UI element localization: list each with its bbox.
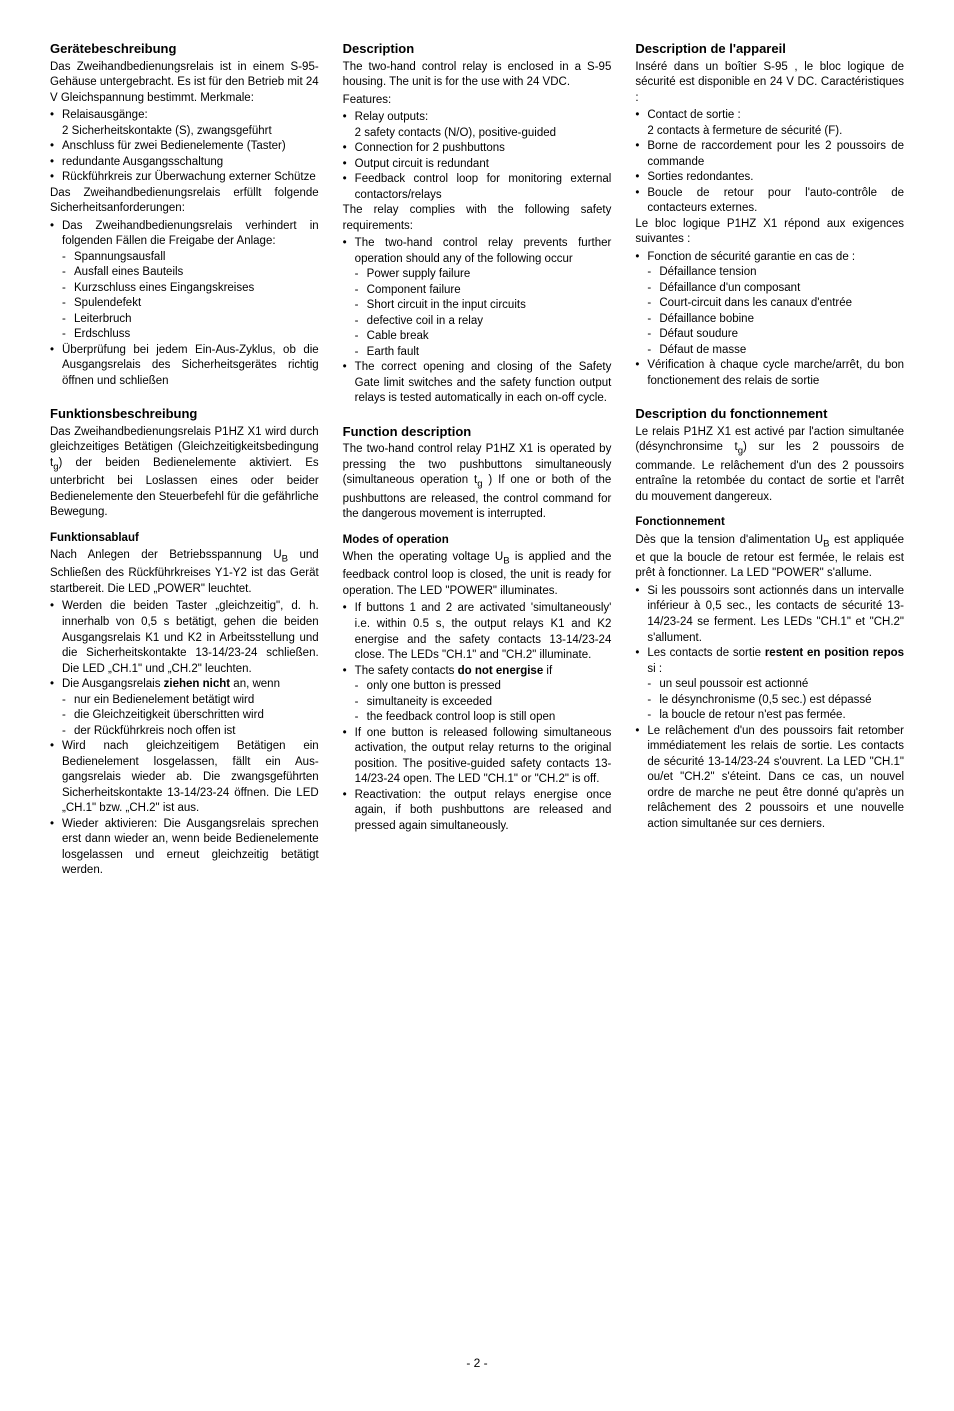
en-s1-b5: The two-hand control relay prevents furt… xyxy=(343,236,612,360)
fr-s2-d1: un seul poussoir est actionné xyxy=(647,677,904,693)
de-s1-b4: Rückführkreis zur Überwachung externer S… xyxy=(50,170,319,186)
fr-s2-p1: Le relais P1HZ X1 est activé par l'actio… xyxy=(635,425,904,505)
en-s2-b4: Reactivation: the output relays energise… xyxy=(343,788,612,835)
column-english: Description The two-hand control relay i… xyxy=(343,40,612,895)
de-s2-title: Funktionsbeschreibung xyxy=(50,405,319,423)
de-s2-d2: die Gleichzeitigkeit überschritten wird xyxy=(62,708,319,724)
fr-s1-intro: Inséré dans un boîtier S-95 , le bloc lo… xyxy=(635,60,904,107)
page-number: - 2 - xyxy=(50,1355,904,1371)
fr-s2-p2: Dès que la tension d'alimentation UB est… xyxy=(635,533,904,582)
de-s1-title: Gerätebeschreibung xyxy=(50,40,319,58)
en-s1-b2: Connection for 2 pushbuttons xyxy=(343,141,612,157)
fr-s2-b2: Les contacts de sortie restent en positi… xyxy=(635,646,904,724)
en-s1-b6: The correct opening and closing of the S… xyxy=(343,360,612,407)
de-s1-b6: Überprüfung bei jedem Ein-Aus-Zyklus, ob… xyxy=(50,343,319,390)
fr-s1-b2: Borne de raccordement pour les 2 poussoi… xyxy=(635,139,904,170)
fr-s1-b6: Vérification à chaque cycle marche/arrêt… xyxy=(635,358,904,389)
de-s1-mid: Das Zweihandbedienungsrelais erfüllt fol… xyxy=(50,186,319,217)
en-s2-h3: Modes of operation xyxy=(343,533,612,549)
column-french: Description de l'appareil Inséré dans un… xyxy=(635,40,904,895)
en-s2-p2: When the operating voltage UB is applied… xyxy=(343,550,612,599)
de-s2-b1: Werden die beiden Taster „gleichzeitig",… xyxy=(50,599,319,677)
en-s2-d1: only one button is pressed xyxy=(355,679,612,695)
en-s1-intro: The two-hand control relay is enclosed i… xyxy=(343,60,612,91)
en-s1-d6: Earth fault xyxy=(355,345,612,361)
fr-s1-title: Description de l'appareil xyxy=(635,40,904,58)
fr-s1-b4: Boucle de retour pour l'auto-contrôle de… xyxy=(635,186,904,217)
en-s2-b3: If one button is released following simu… xyxy=(343,726,612,788)
en-s1-title: Description xyxy=(343,40,612,58)
en-section-1: Description The two-hand control relay i… xyxy=(343,40,612,407)
de-s1-b3: redundante Ausgangsschaltung xyxy=(50,155,319,171)
en-s1-mid: The relay complies with the following sa… xyxy=(343,203,612,234)
de-s1-d6: Erdschluss xyxy=(62,327,319,343)
de-s1-d5: Leiterbruch xyxy=(62,312,319,328)
fr-s2-b3: Le relâchement d'un des poussoirs fait r… xyxy=(635,724,904,833)
fr-s2-b1: Si les poussoirs sont actionnés dans un … xyxy=(635,584,904,646)
fr-s2-h3: Fonctionnement xyxy=(635,515,904,531)
en-s1-d4: defective coil in a relay xyxy=(355,314,612,330)
fr-s1-b1: Contact de sortie :2 contacts à fermetur… xyxy=(635,108,904,139)
en-s1-b1: Relay outputs:2 safety contacts (N/O), p… xyxy=(343,110,612,141)
fr-s1-d4: Défaillance bobine xyxy=(647,312,904,328)
fr-s1-mid: Le bloc logique P1HZ X1 répond aux exige… xyxy=(635,217,904,248)
de-s1-d1: Spannungsausfall xyxy=(62,250,319,266)
fr-s1-d1: Défaillance tension xyxy=(647,265,904,281)
fr-s1-d3: Court-circuit dans les canaux d'entrée xyxy=(647,296,904,312)
de-s2-p2: Nach Anlegen der Betriebsspannung UB und… xyxy=(50,548,319,597)
en-s2-b2: The safety contacts do not energise if o… xyxy=(343,664,612,726)
en-s1-feat: Features: xyxy=(343,93,612,109)
de-section-1: Gerätebeschreibung Das Zweihandbedienung… xyxy=(50,40,319,389)
fr-section-1: Description de l'appareil Inséré dans un… xyxy=(635,40,904,389)
de-s2-b4: Wieder aktivieren: Die Ausgangsrelais sp… xyxy=(50,817,319,879)
de-s2-p1: Das Zweihandbedienungsrelais P1HZ X1 wir… xyxy=(50,425,319,521)
en-s1-b3: Output circuit is redundant xyxy=(343,157,612,173)
en-s1-b4: Feedback control loop for monitoring ext… xyxy=(343,172,612,203)
en-s1-d1: Power supply failure xyxy=(355,267,612,283)
de-s1-b5: Das Zweihandbedienungsrelais verhin­dert… xyxy=(50,219,319,343)
en-s1-d2: Component failure xyxy=(355,283,612,299)
fr-section-2: Description du fonctionnement Le relais … xyxy=(635,405,904,832)
de-s2-b3: Wird nach gleichzeitigem Betätigen ein B… xyxy=(50,739,319,817)
fr-s1-b3: Sorties redondantes. xyxy=(635,170,904,186)
de-s1-d4: Spulendefekt xyxy=(62,296,319,312)
en-s2-d3: the feedback control loop is still open xyxy=(355,710,612,726)
en-s2-b1: If buttons 1 and 2 are activated 'simult… xyxy=(343,601,612,663)
fr-s1-b5: Fonction de sécurité garantie en cas de … xyxy=(635,250,904,359)
de-s2-h3: Funktionsablauf xyxy=(50,531,319,547)
de-s2-d1: nur ein Bedienelement betätigt wird xyxy=(62,693,319,709)
de-s1-b2: Anschluss für zwei Bedienelemente (Taste… xyxy=(50,139,319,155)
fr-s1-d2: Défaillance d'un composant xyxy=(647,281,904,297)
three-column-layout: Gerätebeschreibung Das Zweihandbedienung… xyxy=(50,40,904,895)
fr-s1-d5: Défaut soudure xyxy=(647,327,904,343)
en-s2-p1: The two-hand control relay P1HZ X1 is op… xyxy=(343,442,612,522)
fr-s2-d2: le désynchronisme (0,5 sec.) est dépassé xyxy=(647,693,904,709)
de-s1-d3: Kurzschluss eines Eingangskreises xyxy=(62,281,319,297)
de-s2-d3: der Rückführkreis noch offen ist xyxy=(62,724,319,740)
fr-s1-d6: Défaut de masse xyxy=(647,343,904,359)
de-s2-b2: Die Ausgangsrelais ziehen nicht an, wenn… xyxy=(50,677,319,739)
fr-s2-title: Description du fonctionnement xyxy=(635,405,904,423)
column-german: Gerätebeschreibung Das Zweihandbedienung… xyxy=(50,40,319,895)
fr-s2-d3: la boucle de retour n'est pas fermée. xyxy=(647,708,904,724)
de-section-2: Funktionsbeschreibung Das Zweihandbedien… xyxy=(50,405,319,878)
de-s1-intro: Das Zweihandbedienungsrelais ist in eine… xyxy=(50,60,319,107)
en-s1-d3: Short circuit in the input circuits xyxy=(355,298,612,314)
en-section-2: Function description The two-hand contro… xyxy=(343,423,612,834)
de-s1-d2: Ausfall eines Bauteils xyxy=(62,265,319,281)
de-s1-b1: Relaisausgänge:2 Sicherheitskontakte (S)… xyxy=(50,108,319,139)
en-s1-d5: Cable break xyxy=(355,329,612,345)
en-s2-title: Function description xyxy=(343,423,612,441)
en-s2-d2: simultaneity is exceeded xyxy=(355,695,612,711)
